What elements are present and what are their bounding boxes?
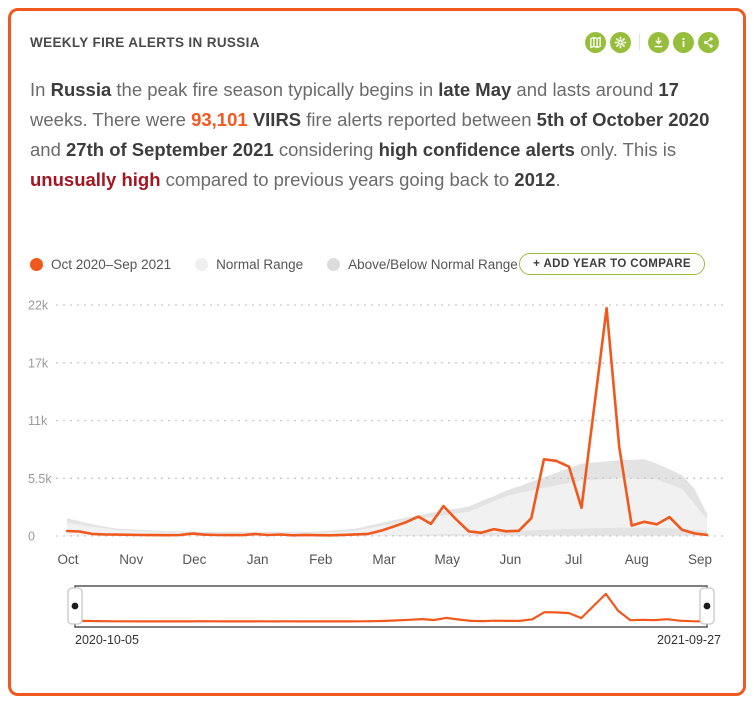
timeline-brush[interactable] (20, 577, 734, 652)
x-axis-month-label: Jun (500, 552, 522, 567)
info-button[interactable] (673, 31, 694, 53)
x-axis-month-label: Feb (309, 552, 332, 567)
timeline-start-date: 2020-10-05 (75, 633, 139, 647)
fire-alerts-line-chart[interactable]: 0 5.5k 11k 17k 22k Oct Nov Dec Jan Feb Mar May Jun Ju… (20, 288, 734, 574)
x-axis-month-label: May (434, 552, 460, 567)
legend-label-current-year: Oct 2020–Sep 2021 (51, 256, 172, 272)
x-axis-month-label: Sep (688, 552, 712, 567)
map-icon (589, 36, 602, 49)
y-axis-tick-label: 5.5k (28, 472, 52, 486)
legend-dot-normal-range (195, 257, 209, 271)
legend-item-normal-range: Normal Range (195, 257, 303, 272)
x-axis-month-label: Oct (57, 552, 78, 567)
x-axis-month-label: Jul (565, 552, 582, 567)
timeline-date-labels: 2020-10-05 2021-09-27 (75, 633, 721, 647)
legend-dot-current-year (30, 257, 43, 271)
share-icon (702, 36, 715, 49)
timeline-end-date: 2021-09-27 (657, 633, 721, 647)
download-icon (652, 36, 665, 49)
legend-item-current-year: Oct 2020–Sep 2021 (30, 257, 171, 272)
map-button[interactable] (585, 31, 606, 53)
share-button[interactable] (698, 31, 719, 53)
widget-header: WEEKLY FIRE ALERTS IN RUSSIA (30, 29, 719, 55)
widget-title: WEEKLY FIRE ALERTS IN RUSSIA (30, 34, 260, 50)
x-axis-month-label: Aug (625, 552, 649, 567)
timeline-mini-line (77, 592, 705, 623)
y-axis-tick-label: 0 (28, 530, 35, 544)
timeline-handle-right[interactable] (699, 587, 715, 625)
timeline-handle-left[interactable] (67, 587, 83, 625)
fire-alerts-line (65, 306, 709, 537)
header-actions (585, 31, 719, 53)
chart-controls-row: Oct 2020–Sep 2021 Normal Range Above/Bel… (30, 251, 705, 277)
chart-legend: Oct 2020–Sep 2021 Normal Range Above/Bel… (30, 257, 518, 272)
legend-item-above-below-range: Above/Below Normal Range (327, 257, 518, 272)
x-axis-month-label: Mar (372, 552, 396, 567)
download-button[interactable] (648, 31, 669, 53)
add-year-to-compare-button[interactable]: + ADD YEAR TO COMPARE (519, 253, 705, 275)
x-axis-month-label: Jan (247, 552, 269, 567)
x-axis-month-label: Dec (182, 552, 206, 567)
x-axis-month-label: Nov (119, 552, 143, 567)
legend-label-normal-range: Normal Range (216, 256, 304, 272)
legend-dot-above-below-range (327, 257, 341, 271)
info-icon (677, 36, 690, 49)
actions-divider (639, 34, 640, 50)
settings-button[interactable] (610, 31, 631, 53)
y-axis-tick-label: 11k (28, 414, 48, 428)
fire-alerts-widget-card: WEEKLY FIRE ALERTS IN RUSSIA In Russia t… (8, 8, 746, 696)
summary-text: In Russia the peak fire season typically… (30, 79, 710, 190)
normal-range-band (67, 478, 707, 536)
y-axis-tick-label: 22k (28, 299, 49, 313)
gear-icon (614, 36, 627, 49)
legend-label-above-below-range: Above/Below Normal Range (348, 256, 518, 272)
y-axis-tick-label: 17k (28, 356, 49, 370)
